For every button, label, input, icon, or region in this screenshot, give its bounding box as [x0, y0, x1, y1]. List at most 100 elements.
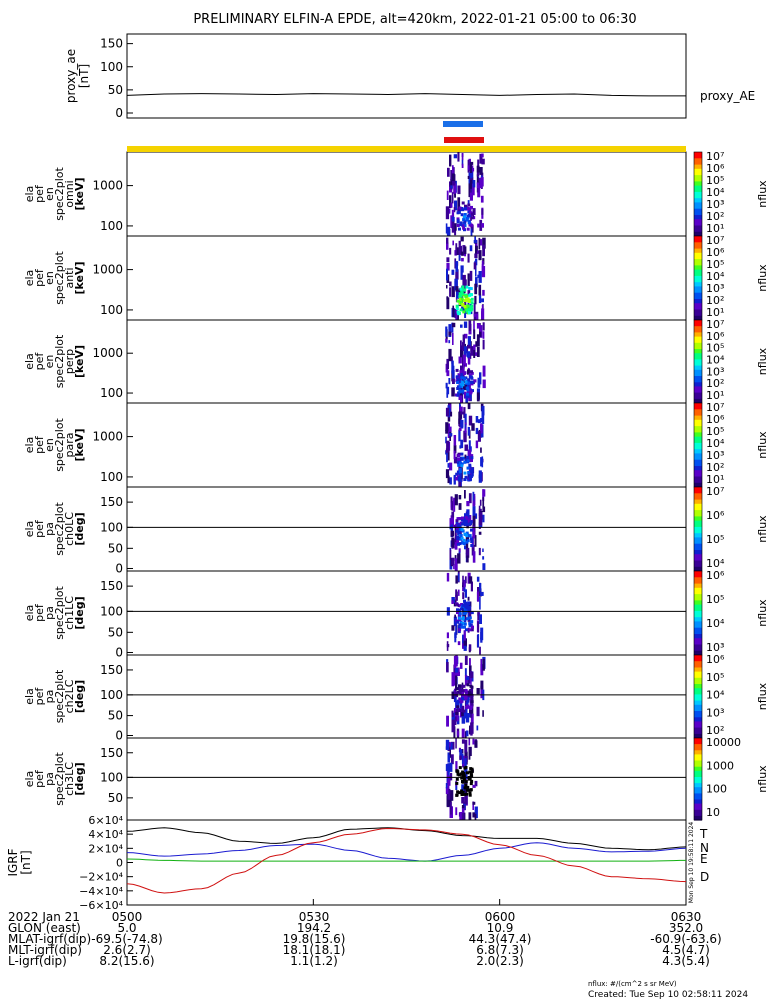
flux-cell [455, 594, 458, 601]
flux-cell [464, 207, 467, 210]
colorbar-tick-label: 10 [706, 806, 720, 819]
colorbar-step [694, 514, 702, 517]
flux-cell [458, 766, 462, 770]
colorbar: 10⁶ 10⁵ 10⁴ 10³ 10² nflux [693, 653, 769, 739]
flux-cell [467, 200, 470, 204]
colorbar-step [694, 650, 702, 654]
flux-cell [467, 214, 471, 217]
flux-cell [467, 596, 470, 601]
flux-cell [456, 620, 460, 624]
flux-cell [447, 447, 450, 461]
flux-cell [480, 418, 483, 422]
flux-cell [476, 182, 480, 189]
flux-cell [464, 589, 467, 598]
flux-cell [445, 469, 450, 479]
colorbar-step [694, 602, 702, 606]
colorbar-tick-label: 10³ [706, 706, 724, 719]
footer-value: 0500 [112, 910, 143, 924]
flux-cell [461, 705, 465, 713]
flux-cell [462, 518, 466, 522]
colorbar-step [694, 760, 702, 764]
panel-frame [126, 819, 687, 906]
flux-cell [468, 606, 472, 618]
flux-cell [464, 522, 468, 526]
flux-cell [464, 458, 468, 462]
flux-cell [461, 749, 464, 754]
colorbar-step [694, 265, 702, 269]
colorbar-step [694, 533, 702, 536]
flux-cell [456, 385, 460, 389]
flux-cell [467, 471, 471, 474]
colorbar-step [694, 328, 702, 331]
y-tick-label: 1000 [92, 346, 123, 360]
flux-cell [454, 555, 457, 561]
flux-cell [465, 606, 469, 609]
flux-cell [475, 352, 478, 356]
flux-cell [460, 236, 464, 242]
flux-cell [455, 472, 459, 476]
flux-cell [447, 167, 450, 177]
flux-cell [467, 426, 470, 436]
series-line-D [126, 827, 687, 894]
colorbar-tick-label: 10⁷ [706, 401, 724, 414]
colorbar-step [694, 600, 702, 604]
colorbar-step [694, 326, 702, 329]
science-zone-blue-bar [443, 121, 483, 127]
flux-cell [458, 616, 462, 620]
flux-cell [463, 305, 467, 308]
flux-cell [451, 600, 454, 604]
flux-cell [469, 287, 473, 291]
colorbar-step [694, 815, 702, 819]
flux-cell [460, 383, 464, 387]
flux-cell [474, 253, 478, 259]
flux-cell [455, 667, 459, 673]
y-axis-label-line: pef [33, 603, 46, 622]
colorbar-step [694, 421, 702, 425]
colorbar-step [694, 526, 702, 530]
flux-cell [464, 424, 467, 429]
flux-cell [462, 592, 465, 600]
flux-cell [465, 788, 469, 792]
flux-cell [456, 219, 460, 223]
colorbar-step [694, 516, 702, 520]
y-axis-label-line: [keV] [73, 177, 86, 210]
flux-cell [464, 576, 467, 584]
flux-cell [468, 777, 472, 781]
flux-cell [462, 520, 466, 524]
flux-cell [460, 265, 464, 273]
flux-cell [475, 264, 477, 277]
y-axis-unit: [nT] [19, 850, 33, 874]
colorbar-step [694, 564, 702, 568]
colorbar-step [694, 478, 702, 482]
colorbar-step [694, 181, 702, 185]
flux-cell [480, 195, 484, 203]
flux-cell [455, 655, 458, 667]
flux-cell [464, 696, 467, 699]
colorbar-step [694, 484, 702, 488]
flux-cell [457, 530, 461, 534]
flux-cell [451, 173, 455, 181]
flux-cell [472, 491, 475, 501]
flux-cell [466, 379, 470, 383]
flux-cell [469, 707, 471, 718]
colorbar-step [694, 733, 702, 737]
flux-cell [481, 414, 485, 425]
flux-cell [456, 611, 459, 614]
flux-cell [469, 270, 473, 281]
colorbar-step [694, 560, 702, 564]
colorbar-step [694, 376, 702, 379]
flux-cell [461, 516, 464, 520]
flux-cell [477, 185, 481, 198]
flux-cell [457, 454, 461, 458]
flux-cell [482, 365, 486, 377]
flux-cell [462, 773, 465, 777]
y-axis-label-line: en [43, 438, 56, 452]
flux-cell [449, 547, 452, 552]
colorbar-step [694, 772, 702, 776]
flux-cell [469, 773, 473, 777]
y-tick-label: 1000 [92, 263, 123, 277]
flux-cell [460, 772, 464, 776]
flux-cell [470, 672, 474, 679]
